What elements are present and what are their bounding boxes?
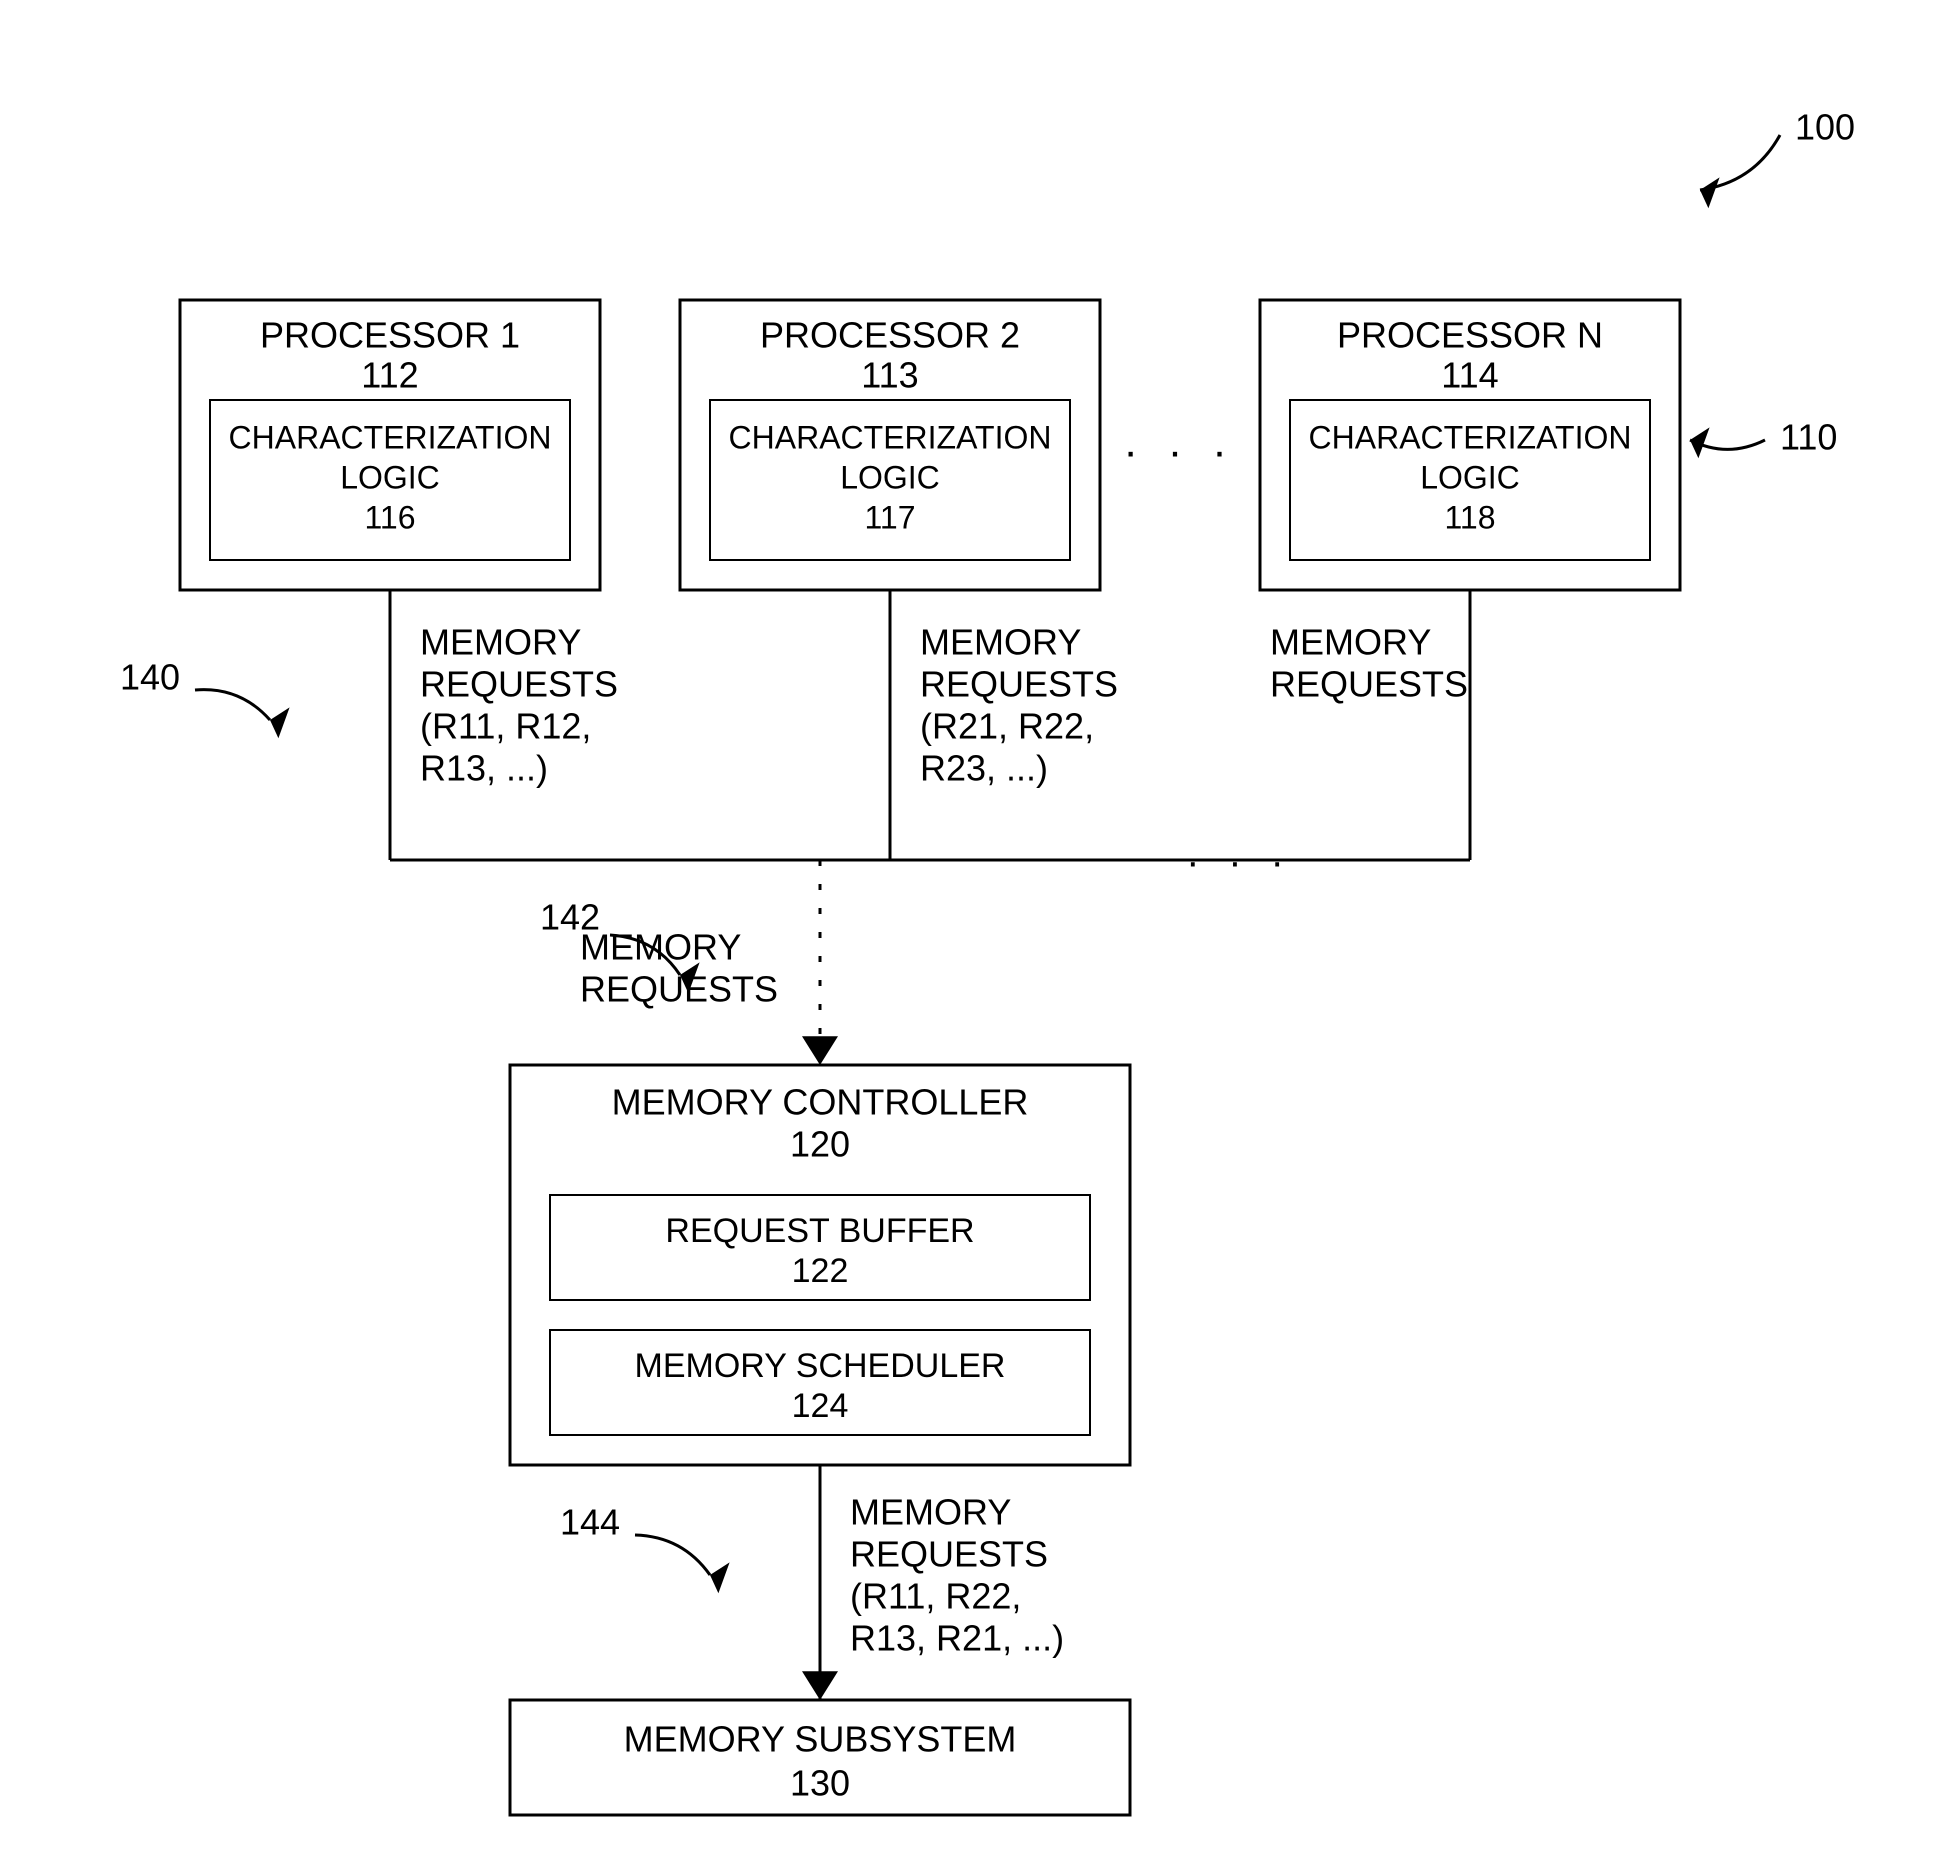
processor-3: PROCESSOR N114 CHARACTERIZATION LOGIC 118 ME… xyxy=(1260,300,1680,860)
svg-text:122: 122 xyxy=(792,1252,849,1290)
svg-text:REQUEST BUFFER: REQUEST BUFFER xyxy=(665,1212,974,1250)
svg-text:MEMORY SUBSYSTEM: MEMORY SUBSYSTEM xyxy=(624,1719,1017,1760)
ref-144: 144 xyxy=(560,1502,620,1543)
svg-text:REQUESTS: REQUESTS xyxy=(420,664,618,705)
svg-text:MEMORY CONTROLLER: MEMORY CONTROLLER xyxy=(612,1082,1029,1123)
svg-text:124: 124 xyxy=(792,1387,849,1425)
svg-text:CHARACTERIZATION: CHARACTERIZATION xyxy=(229,419,552,455)
svg-text:MEMORY: MEMORY xyxy=(850,1492,1011,1533)
svg-text:MEMORY: MEMORY xyxy=(580,927,741,968)
svg-text:MEMORY: MEMORY xyxy=(420,622,581,663)
svg-text:. . .: . . . xyxy=(1124,418,1235,467)
svg-text:R13, R21, ...): R13, R21, ...) xyxy=(850,1618,1064,1659)
svg-text:. . .: . . . xyxy=(1187,832,1293,876)
svg-text:MEMORY: MEMORY xyxy=(1270,622,1431,663)
svg-text:120: 120 xyxy=(790,1124,850,1165)
svg-text:LOGIC: LOGIC xyxy=(840,459,940,495)
svg-text:LOGIC: LOGIC xyxy=(340,459,440,495)
svg-text:130: 130 xyxy=(790,1763,850,1804)
svg-text:(R11, R22,: (R11, R22, xyxy=(850,1576,1021,1617)
processor-title: PROCESSOR 2 xyxy=(760,315,1020,356)
svg-text:REQUESTS: REQUESTS xyxy=(1270,664,1468,705)
memory-subsystem: MEMORY SUBSYSTEM130 xyxy=(510,1700,1130,1815)
svg-text:(R21, R22,: (R21, R22, xyxy=(920,706,1094,747)
svg-text:116: 116 xyxy=(364,499,415,535)
svg-text:MEMORY: MEMORY xyxy=(920,622,1081,663)
svg-text:R23, ...): R23, ...) xyxy=(920,748,1048,789)
svg-text:114: 114 xyxy=(1441,355,1498,396)
svg-text:REQUESTS: REQUESTS xyxy=(920,664,1118,705)
svg-text:MEMORY SCHEDULER: MEMORY SCHEDULER xyxy=(635,1347,1006,1385)
svg-text:CHARACTERIZATION: CHARACTERIZATION xyxy=(1309,419,1632,455)
svg-text:112: 112 xyxy=(361,355,418,396)
processor-1: PROCESSOR 1112 CHARACTERIZATION LOGIC 116 ME… xyxy=(180,300,618,860)
svg-text:(R11, R12,: (R11, R12, xyxy=(420,706,591,747)
ref-142: 142 xyxy=(540,897,600,938)
ref-110: 110 xyxy=(1780,417,1837,458)
svg-text:CHARACTERIZATION: CHARACTERIZATION xyxy=(729,419,1052,455)
svg-text:REQUESTS: REQUESTS xyxy=(850,1534,1048,1575)
processor-title: PROCESSOR 1 xyxy=(260,315,520,356)
memory-controller: MEMORY CONTROLLER120 REQUEST BUFFER122 MEM… xyxy=(510,1065,1130,1465)
processor-2: PROCESSOR 2113 CHARACTERIZATION LOGIC 117 ME… xyxy=(680,300,1118,860)
svg-text:R13, ...): R13, ...) xyxy=(420,748,548,789)
processor-title: PROCESSOR N xyxy=(1337,315,1603,356)
svg-text:113: 113 xyxy=(861,355,918,396)
svg-text:117: 117 xyxy=(864,499,915,535)
ref-140: 140 xyxy=(120,657,180,698)
svg-text:118: 118 xyxy=(1444,499,1495,535)
svg-text:LOGIC: LOGIC xyxy=(1420,459,1520,495)
ref-100: 100 xyxy=(1795,107,1855,148)
block-diagram: PROCESSOR 1112 CHARACTERIZATION LOGIC 116 ME… xyxy=(0,0,1947,1852)
